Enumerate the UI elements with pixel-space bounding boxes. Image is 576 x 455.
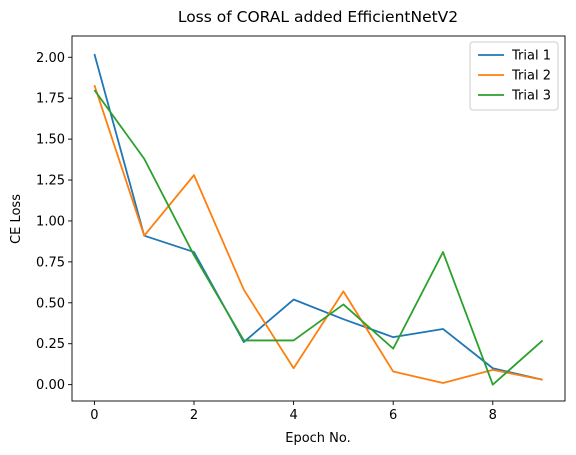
axes-frame (71, 35, 566, 402)
y-tick-label: 0.50 (36, 296, 65, 311)
y-tick-label: 0.00 (36, 378, 65, 393)
x-axis-label: Epoch No. (285, 431, 351, 446)
y-axis-label: CE Loss (9, 194, 24, 244)
x-tick-label: 6 (389, 408, 397, 423)
x-tick-label: 0 (90, 408, 98, 423)
series-line-trial-3 (93, 89, 544, 386)
legend-box (469, 41, 559, 111)
x-tick-label: 4 (289, 408, 297, 423)
y-tick-label: 1.00 (36, 214, 65, 229)
chart-title: Loss of CORAL added EfficientNetV2 (178, 8, 458, 26)
y-tick-label: 0.75 (36, 255, 65, 270)
legend-label-trial-3: Trial 3 (511, 89, 551, 104)
legend-label-trial-1: Trial 1 (511, 49, 551, 64)
legend-label-trial-2: Trial 2 (511, 69, 551, 84)
series-line-trial-1 (93, 53, 543, 381)
y-tick-label: 1.25 (36, 174, 65, 189)
x-tick-label: 2 (190, 408, 198, 423)
plot-area: 0 2 4 6 8 0.00 0.25 0.50 0.75 1.00 1.25 1.50 1.75 2.0… (36, 35, 566, 423)
y-tick-label: 0.25 (36, 337, 65, 352)
y-tick-label: 2.00 (36, 51, 65, 66)
y-tick-label: 1.75 (36, 92, 65, 107)
y-tick-label: 1.50 (36, 133, 65, 148)
x-tick-label: 8 (489, 408, 497, 423)
